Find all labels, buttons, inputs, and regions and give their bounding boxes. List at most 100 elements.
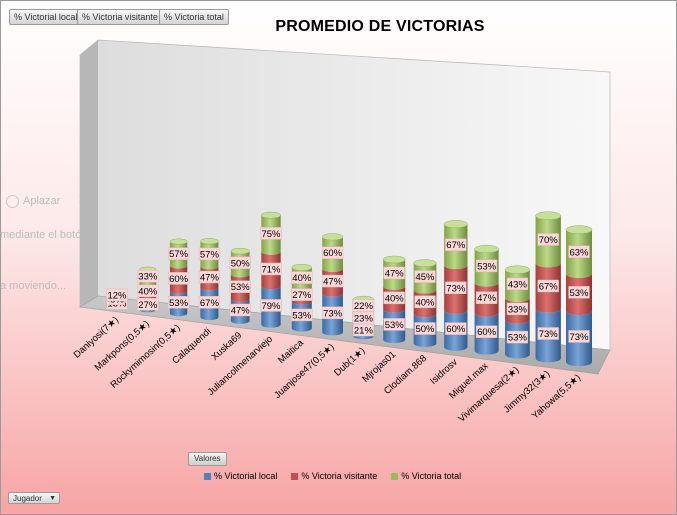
legend-label-visitante: % Victoria visitante: [301, 471, 378, 481]
data-label-text: 60%: [169, 274, 189, 285]
data-label: 43%: [506, 277, 529, 290]
data-label-bg: [167, 272, 190, 285]
x-tick-label: Xuska69: [209, 330, 244, 363]
legend-swatch-visitante: [291, 472, 299, 480]
data-label: 60%: [445, 322, 467, 335]
data-label: 53%: [506, 330, 529, 344]
data-label-bg: [352, 299, 375, 312]
bar-cap-total: [169, 238, 188, 245]
x-tick-label: Vivimarquesa(2★): [456, 365, 521, 425]
chart-title: PROMEDIO DE VICTORIAS: [275, 18, 485, 35]
data-label: 53%: [568, 286, 590, 299]
x-tick-label: Dub(1★): [332, 345, 367, 378]
bar-cap-total: [565, 225, 593, 235]
data-label: 47%: [229, 303, 251, 317]
data-label-bg: [167, 247, 190, 260]
data-label: 57%: [167, 247, 190, 260]
data-label: 75%: [260, 227, 282, 240]
data-label-bg: [383, 291, 405, 305]
valores-field-button[interactable]: Valores: [188, 452, 227, 466]
data-label-text: 57%: [200, 249, 220, 260]
legend-swatch-total: [391, 472, 399, 480]
data-label-text: 60%: [323, 248, 343, 259]
data-label-bg: [352, 311, 375, 325]
data-label-bg: [537, 233, 559, 246]
bar-cap-total: [291, 264, 312, 271]
legend-item-total: % Victoria total: [391, 471, 461, 481]
data-label-text: 53%: [292, 310, 312, 321]
data-label-bg: [445, 322, 467, 335]
data-label: 27%: [291, 288, 313, 301]
data-label-bg: [475, 259, 498, 273]
bar-cap-total: [535, 211, 562, 221]
ghost-aplazar-label: Aplazar: [23, 195, 61, 207]
data-label: 53%: [475, 259, 498, 273]
data-label-text: 47%: [231, 305, 251, 316]
data-label: 50%: [229, 256, 251, 270]
data-label: 67%: [198, 296, 221, 309]
data-label: 57%: [198, 247, 221, 261]
data-label-bg: [167, 296, 190, 309]
chart-legend: % Victorial local % Victoria visitante %…: [204, 471, 461, 481]
data-label: 63%: [568, 245, 590, 258]
data-label-bg: [106, 288, 128, 302]
data-label-text: 73%: [539, 329, 559, 340]
jugador-filter-label: Jugador: [13, 494, 42, 503]
data-label-bg: [321, 274, 344, 288]
chart-side-wall: [80, 40, 98, 307]
pivot-field-total[interactable]: % Victoria total: [159, 9, 229, 25]
data-label: 47%: [321, 274, 344, 288]
data-label: 33%: [506, 302, 529, 315]
data-label-text: 79%: [261, 301, 281, 312]
data-label-text: 57%: [169, 249, 189, 260]
bar-cap-total: [443, 220, 468, 229]
data-label-text: 23%: [354, 313, 374, 324]
data-label-text: 73%: [569, 332, 589, 343]
data-label-bg: [321, 246, 344, 259]
bar-cap-total: [322, 233, 344, 241]
data-label-bg: [198, 247, 221, 261]
pivot-field-local[interactable]: % Victorial local: [9, 9, 83, 25]
data-label: 67%: [537, 279, 559, 293]
data-label: 40%: [414, 295, 436, 308]
data-label-bg: [137, 298, 159, 311]
data-label-text: 67%: [446, 240, 466, 251]
data-label-text: 40%: [385, 293, 405, 304]
x-tick-label: Isidrosv: [428, 357, 460, 387]
data-label-bg: [260, 299, 282, 312]
data-label-text: 53%: [477, 261, 497, 272]
bar-cap-total: [200, 238, 219, 245]
data-label-text: 12%: [107, 290, 127, 301]
data-label: 22%: [352, 299, 375, 312]
jugador-filter-dropdown[interactable]: Jugador ▼: [8, 492, 60, 504]
data-label-text: 71%: [261, 264, 281, 275]
data-label-bg: [260, 227, 282, 240]
data-label-bg: [229, 280, 251, 293]
data-label-bg: [198, 270, 221, 284]
data-label: 47%: [383, 266, 405, 279]
data-label-bg: [260, 262, 282, 276]
data-label-bg: [568, 330, 590, 343]
data-label-text: 22%: [354, 301, 374, 312]
x-tick-label: Juliancolmenarviejo: [206, 334, 275, 398]
x-tick-label: Juanjose47(0,5★): [272, 341, 336, 400]
data-label: 47%: [475, 291, 498, 304]
data-label-bg: [537, 279, 559, 293]
data-label-bg: [291, 308, 313, 322]
legend-label-local: % Victorial local: [214, 471, 278, 481]
data-label: 33%: [137, 269, 159, 283]
bar-cap-total: [474, 244, 499, 254]
data-label-text: 27%: [138, 300, 158, 311]
data-label-text: 47%: [323, 277, 343, 288]
data-label-text: 50%: [231, 258, 251, 269]
legend-swatch-local: [204, 472, 211, 480]
legend-item-local: % Victorial local: [204, 471, 277, 481]
data-label-bg: [383, 318, 405, 331]
data-label-bg: [229, 256, 251, 270]
data-label-bg: [229, 303, 251, 317]
data-label-text: 73%: [323, 308, 343, 319]
legend-label-total: % Victoria total: [401, 471, 462, 481]
data-label-text: 50%: [415, 324, 435, 335]
data-label: 53%: [383, 318, 405, 331]
chevron-down-icon: ▼: [49, 495, 56, 502]
